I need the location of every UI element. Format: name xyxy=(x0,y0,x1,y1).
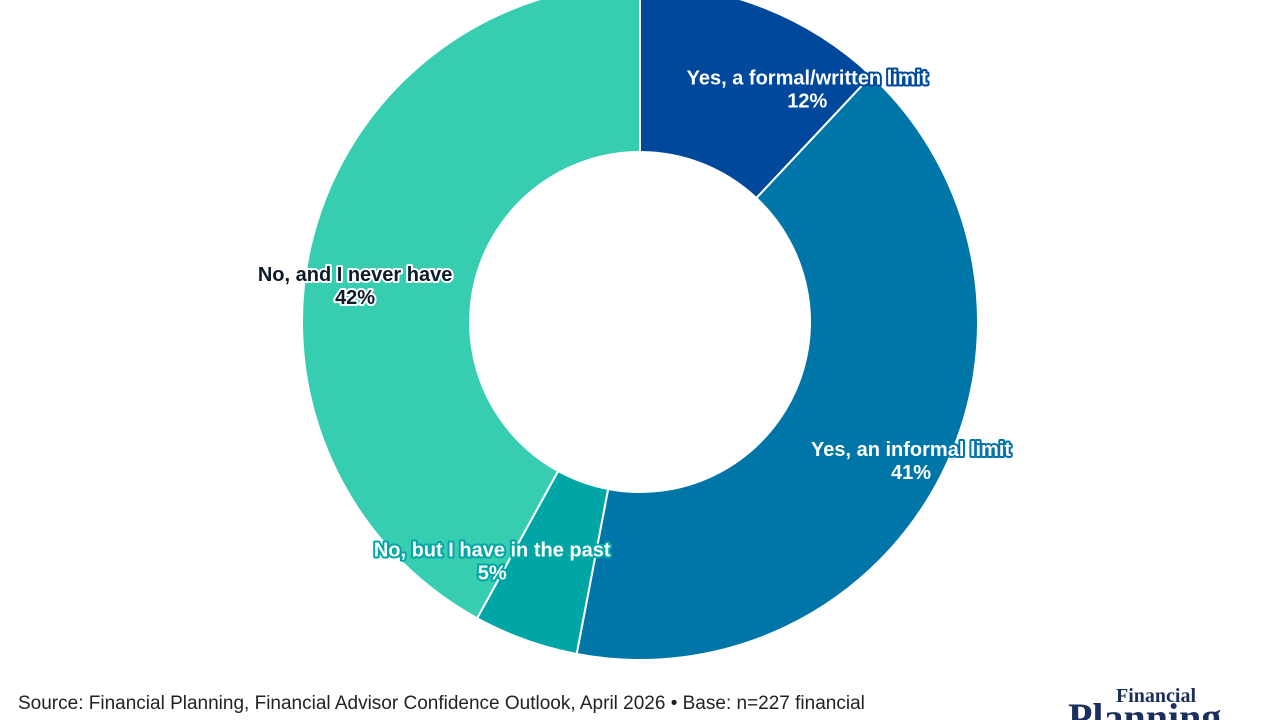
logo-top-word: Financial xyxy=(1116,686,1197,707)
slice-value-label-3: 42% xyxy=(335,287,375,309)
slice-1 xyxy=(575,74,979,661)
financial-planning-logo: Financial Planning xyxy=(1068,686,1273,720)
slice-0 xyxy=(639,0,873,200)
logo-main-word: Planning xyxy=(1068,695,1222,720)
source-note: Source: Financial Planning, Financial Ad… xyxy=(18,693,865,714)
slice-value-label-0: 12% xyxy=(787,90,827,112)
slice-label-0: Yes, a formal/written limit xyxy=(687,67,929,89)
slice-3 xyxy=(301,0,641,620)
slices-layer xyxy=(301,0,979,661)
slice-label-3: No, and I never have xyxy=(258,264,453,286)
slice-value-label-2: 5% xyxy=(478,562,507,584)
slice-value-label-1: 41% xyxy=(891,462,931,484)
slice-label-2: No, but I have in the past xyxy=(374,539,611,561)
slice-label-1: Yes, an informal limit xyxy=(811,439,1011,461)
